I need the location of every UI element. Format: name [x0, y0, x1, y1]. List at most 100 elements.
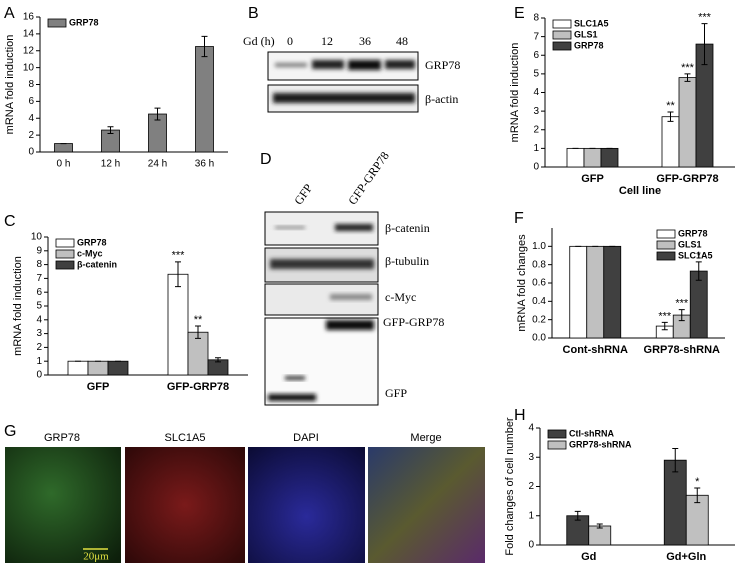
error-bar — [596, 523, 603, 529]
bands — [273, 93, 415, 103]
y-tick-label: 4 — [528, 423, 534, 434]
legend-swatch — [55, 249, 75, 259]
lane-label: 48 — [396, 34, 408, 48]
legend-label: GRP78 — [69, 17, 99, 27]
legend-swatch — [552, 30, 572, 40]
x-axis-label: Cell line — [619, 185, 661, 197]
y-tick-label: 2 — [533, 124, 539, 135]
x-tick-label: GFP — [581, 173, 604, 185]
x-tick-label: GFP — [87, 381, 110, 393]
y-tick-label: 0.0 — [532, 333, 546, 344]
legend-swatch — [547, 440, 567, 450]
error-bar — [201, 35, 208, 58]
panel-letter: B — [248, 5, 259, 22]
bar — [167, 273, 189, 376]
bar — [107, 360, 129, 376]
legend-label: SLC1A5 — [574, 18, 609, 28]
y-tick-label: 4 — [533, 87, 539, 98]
legend-label: c-Myc — [77, 248, 103, 258]
lane-label: GFP — [291, 181, 315, 207]
y-tick-label: 2 — [36, 342, 42, 353]
error-bar — [684, 73, 691, 82]
y-tick-label: 1 — [528, 510, 534, 521]
legend-label: GLS1 — [678, 239, 702, 249]
error-bar — [694, 487, 701, 504]
bar — [661, 116, 680, 168]
error-bar — [195, 325, 201, 339]
y-tick-label: 9 — [36, 245, 42, 256]
bar — [588, 525, 612, 546]
error-bar — [175, 261, 181, 288]
significance: *** — [698, 11, 712, 23]
legend-swatch — [656, 240, 676, 250]
scale-label: 20μm — [83, 551, 109, 563]
y-tick-label: 1 — [36, 356, 42, 367]
band — [326, 320, 374, 330]
bar — [586, 245, 605, 339]
significance: * — [695, 476, 700, 488]
legend-swatch — [55, 260, 75, 270]
micrograph — [368, 447, 485, 563]
blot-label: c-Myc — [385, 290, 416, 304]
y-tick-label: 6 — [533, 50, 539, 61]
legend-swatch — [547, 429, 567, 439]
y-tick-label: 6 — [36, 287, 42, 298]
band — [335, 224, 373, 231]
micrograph — [5, 447, 121, 563]
band — [285, 376, 305, 380]
y-tick-label: 2 — [528, 481, 534, 492]
error-bar — [667, 111, 674, 122]
y-tick-label: 8 — [36, 259, 42, 270]
band — [270, 259, 374, 269]
panel-d: D GFP GFP-GRP78 β-catenin β-tubulin c-My… — [260, 149, 444, 406]
bar — [54, 143, 73, 153]
channel-label: GRP78 — [44, 432, 80, 444]
legend-swatch — [55, 238, 75, 248]
y-tick-label: 5 — [36, 301, 42, 312]
x-tick-label: GFP-GRP78 — [656, 173, 718, 185]
legend-label: Ctl-shRNA — [569, 428, 614, 438]
blot-label: β-actin — [425, 92, 458, 106]
legend-label: GLS1 — [574, 29, 598, 39]
bar — [67, 360, 89, 376]
panel-letter: F — [514, 210, 524, 227]
y-tick-label: 0 — [533, 162, 539, 173]
lane-label: 0 — [287, 34, 293, 48]
bar — [663, 459, 687, 546]
y-tick-label: 0.4 — [532, 296, 546, 307]
blot — [264, 317, 379, 406]
channel-label: DAPI — [293, 432, 319, 444]
micrograph — [248, 447, 365, 563]
blot-label: β-catenin — [385, 221, 430, 235]
x-tick-label: 0 h — [57, 159, 71, 170]
y-tick-label: 3 — [528, 452, 534, 463]
lane-label: 36 — [359, 34, 371, 48]
error-bar — [154, 107, 161, 121]
micrograph — [125, 447, 245, 563]
lane-label: 12 — [321, 34, 333, 48]
lane-label: GFP-GRP78 — [345, 149, 392, 207]
legend-label: GRP78 — [77, 237, 107, 247]
panel-letter: A — [4, 5, 15, 22]
error-bar — [672, 447, 679, 473]
y-tick-label: 8 — [533, 13, 539, 24]
x-tick-label: 36 h — [195, 159, 214, 170]
y-tick-label: 7 — [533, 31, 539, 42]
y-axis-label: Fold changes of cell number — [504, 417, 516, 556]
bar — [583, 147, 602, 168]
chart: C 0 1 2 3 4 5 6 7 8 9 10 mRNA fold induction GFP GFP-G… — [4, 213, 248, 393]
y-tick-label: 6 — [28, 96, 34, 107]
y-tick-label: 4 — [28, 113, 34, 124]
y-tick-label: 0 — [528, 540, 534, 551]
error-bar — [701, 23, 708, 66]
panel-letter: E — [514, 5, 525, 22]
y-tick-label: 0 — [28, 147, 34, 158]
y-tick-label: 10 — [31, 232, 43, 243]
legend-label: SLC1A5 — [678, 250, 713, 260]
significance: ** — [666, 100, 675, 112]
bar — [678, 77, 697, 168]
panel-b: B Gd (h) 0 12 36 48 GRP78 β-actin — [243, 5, 460, 113]
y-tick-label: 3 — [533, 106, 539, 117]
y-tick-label: 1 — [533, 143, 539, 154]
